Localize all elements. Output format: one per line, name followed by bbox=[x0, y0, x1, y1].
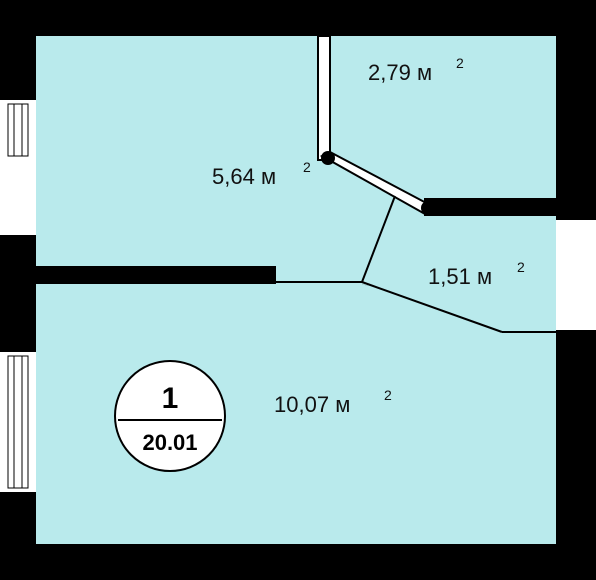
interior-walls bbox=[36, 35, 596, 340]
apartment-total-area: 20.01 bbox=[142, 430, 197, 455]
area-exp-main: 2 bbox=[384, 387, 392, 403]
area-value-hall: 1,51 bbox=[428, 264, 471, 289]
area-exp-corridor: 2 bbox=[303, 159, 311, 175]
area-label-main: 10,07 м 2 bbox=[274, 387, 392, 417]
area-exp-bath: 2 bbox=[456, 55, 464, 71]
area-label-bath: 2,79 м 2 bbox=[368, 55, 464, 85]
area-exp-hall: 2 bbox=[517, 259, 525, 275]
svg-text:10,07 м: 10,07 м bbox=[274, 392, 350, 417]
area-unit-corridor: м bbox=[261, 164, 276, 189]
apartment-number: 1 bbox=[162, 382, 179, 415]
area-label-corridor: 5,64 м 2 bbox=[212, 159, 311, 189]
apartment-badge: 1 20.01 bbox=[114, 360, 226, 472]
window-left-top bbox=[0, 100, 36, 235]
area-value-corridor: 5,64 bbox=[212, 164, 255, 189]
window-left-bottom bbox=[0, 352, 36, 492]
rooms bbox=[36, 36, 556, 544]
room-bath-floor bbox=[330, 36, 556, 196]
entrance-opening bbox=[556, 220, 596, 330]
area-value-main: 10,07 bbox=[274, 392, 329, 417]
area-unit-hall: м bbox=[477, 264, 492, 289]
area-unit-bath: м bbox=[417, 60, 432, 85]
room-corridor-floor bbox=[36, 36, 430, 268]
svg-text:2,79 м: 2,79 м bbox=[368, 60, 432, 85]
svg-text:5,64 м: 5,64 м bbox=[212, 164, 276, 189]
area-value-bath: 2,79 bbox=[368, 60, 411, 85]
area-label-hall: 1,51 м 2 bbox=[428, 259, 525, 289]
area-unit-main: м bbox=[335, 392, 350, 417]
svg-text:1,51 м: 1,51 м bbox=[428, 264, 492, 289]
room-main-upper bbox=[36, 268, 556, 544]
